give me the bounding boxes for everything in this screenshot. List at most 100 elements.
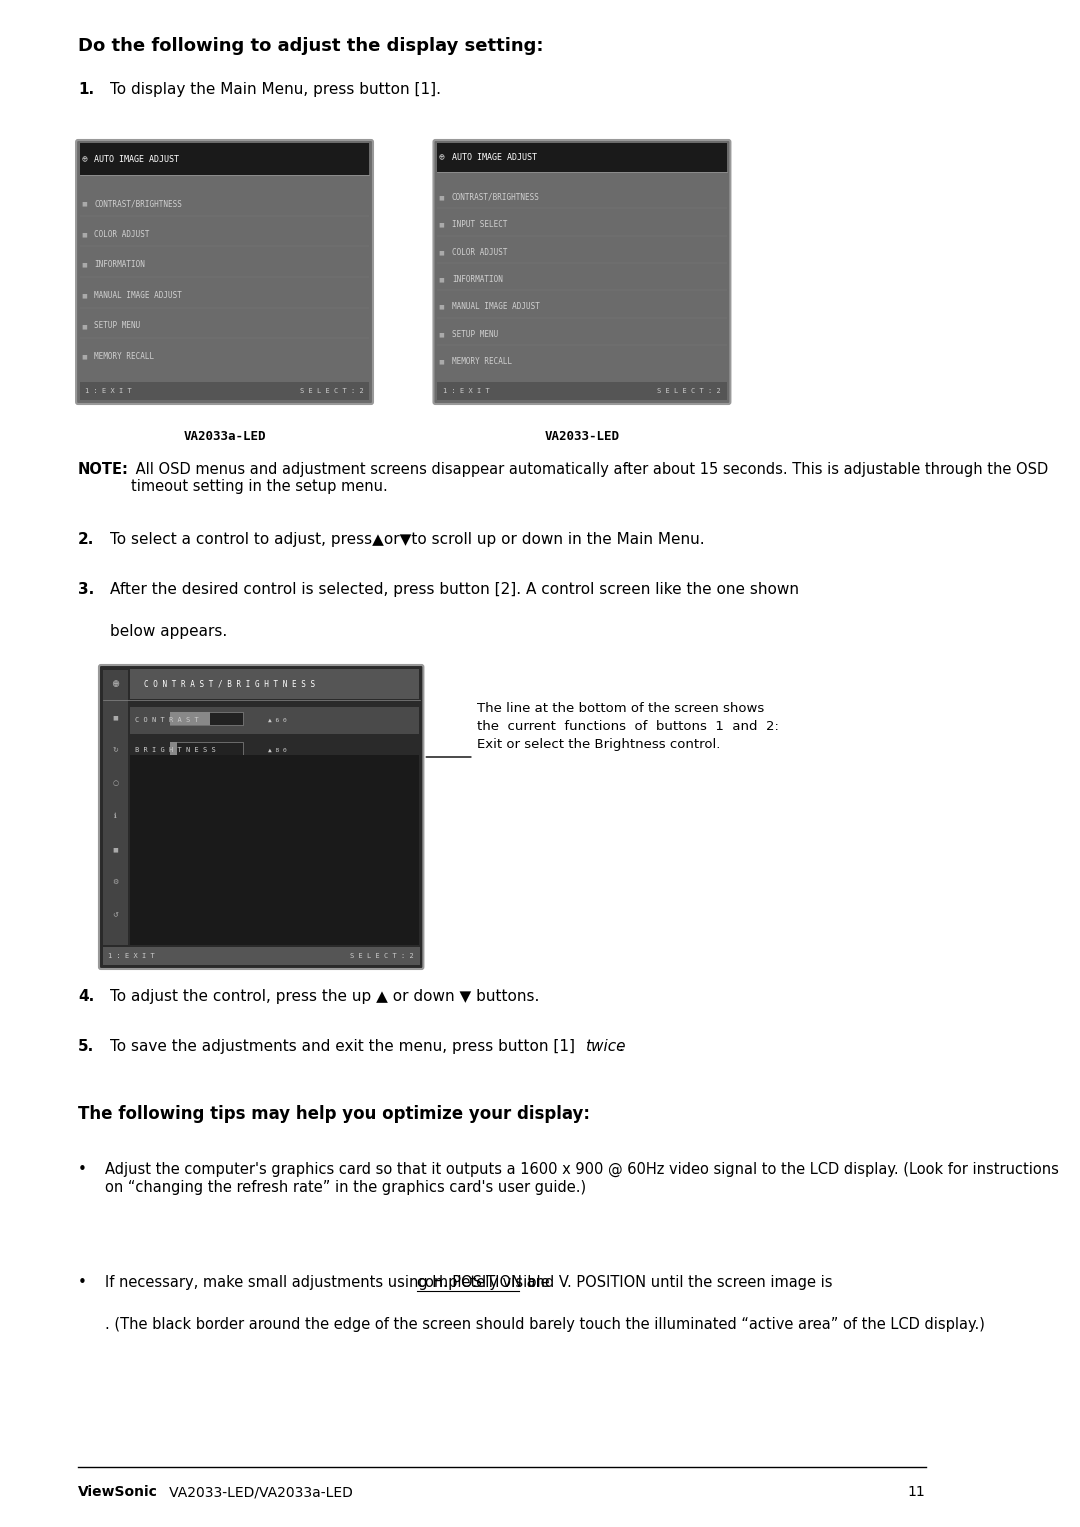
Text: ⊕: ⊕ bbox=[81, 154, 87, 163]
Text: S E L E C T : 2: S E L E C T : 2 bbox=[658, 388, 721, 394]
Text: ◼: ◼ bbox=[81, 200, 87, 206]
Text: CONTRAST/BRIGHTNESS: CONTRAST/BRIGHTNESS bbox=[451, 192, 540, 202]
Bar bbox=[130, 754, 419, 945]
Bar bbox=[130, 707, 419, 734]
Text: ↺: ↺ bbox=[112, 912, 119, 918]
Bar bbox=[437, 322, 727, 345]
Text: SETUP MENU: SETUP MENU bbox=[451, 330, 498, 339]
Bar bbox=[80, 144, 369, 176]
Text: •: • bbox=[78, 1162, 86, 1177]
Bar bbox=[80, 281, 369, 307]
Text: . (The black border around the edge of the screen should barely touch the illumi: . (The black border around the edge of t… bbox=[106, 1316, 985, 1332]
Text: C O N T R A S T: C O N T R A S T bbox=[135, 718, 199, 722]
Bar bbox=[437, 350, 727, 373]
Text: ○: ○ bbox=[112, 780, 119, 786]
Text: Do the following to adjust the display setting:: Do the following to adjust the display s… bbox=[78, 37, 543, 55]
Text: NOTE:: NOTE: bbox=[78, 463, 129, 476]
Text: ◼: ◼ bbox=[81, 231, 87, 237]
Text: 1 : E X I T: 1 : E X I T bbox=[443, 388, 489, 394]
Text: 1 : E X I T: 1 : E X I T bbox=[108, 953, 154, 959]
Text: ⊕: ⊕ bbox=[438, 153, 445, 162]
Bar bbox=[437, 212, 727, 235]
Text: VA2033-LED/VA2033a-LED: VA2033-LED/VA2033a-LED bbox=[156, 1484, 353, 1500]
Text: 3.: 3. bbox=[78, 582, 94, 597]
FancyBboxPatch shape bbox=[99, 664, 423, 970]
Bar bbox=[437, 185, 727, 208]
Text: twice: twice bbox=[584, 1038, 625, 1054]
Text: 5.: 5. bbox=[78, 1038, 94, 1054]
Text: below appears.: below appears. bbox=[110, 625, 227, 638]
Text: If necessary, make small adjustments using H. POSITION and V. POSITION until the: If necessary, make small adjustments usi… bbox=[106, 1275, 837, 1290]
Text: C O N T R A S T / B R I G H T N E S S: C O N T R A S T / B R I G H T N E S S bbox=[144, 680, 315, 689]
Bar bbox=[437, 267, 727, 290]
Bar bbox=[103, 947, 420, 965]
Bar bbox=[437, 240, 727, 263]
Text: After the desired control is selected, press button [2]. A control screen like t: After the desired control is selected, p… bbox=[110, 582, 799, 597]
Text: MEMORY RECALL: MEMORY RECALL bbox=[451, 357, 512, 366]
Bar bbox=[80, 189, 369, 215]
Text: ◼: ◼ bbox=[81, 354, 87, 359]
Text: ▲ 8 0: ▲ 8 0 bbox=[268, 748, 286, 753]
Bar bbox=[80, 250, 369, 276]
Text: ℹ: ℹ bbox=[114, 812, 117, 818]
Text: 1 : E X I T: 1 : E X I T bbox=[85, 388, 132, 394]
Text: .: . bbox=[619, 1038, 623, 1054]
Text: The following tips may help you optimize your display:: The following tips may help you optimize… bbox=[78, 1106, 590, 1122]
Text: ⊕: ⊕ bbox=[111, 680, 120, 689]
Text: MEMORY RECALL: MEMORY RECALL bbox=[94, 353, 154, 360]
Text: ◼: ◼ bbox=[112, 846, 119, 852]
Bar bbox=[437, 144, 727, 171]
Bar bbox=[80, 382, 369, 400]
Text: Adjust the computer's graphics card so that it outputs a 1600 x 900 @ 60Hz video: Adjust the computer's graphics card so t… bbox=[106, 1162, 1059, 1194]
Bar bbox=[170, 712, 243, 725]
Text: ◼: ◼ bbox=[438, 194, 445, 200]
Text: AUTO IMAGE ADJUST: AUTO IMAGE ADJUST bbox=[451, 153, 537, 162]
Bar bbox=[103, 670, 129, 945]
Text: 11: 11 bbox=[908, 1484, 926, 1500]
Text: ◼: ◼ bbox=[438, 249, 445, 255]
Bar bbox=[170, 742, 177, 754]
Text: INPUT SELECT: INPUT SELECT bbox=[451, 220, 508, 229]
Text: To select a control to adjust, press▲or▼to scroll up or down in the Main Menu.: To select a control to adjust, press▲or▼… bbox=[110, 531, 704, 547]
Text: ◼: ◼ bbox=[438, 304, 445, 310]
Text: ⚙: ⚙ bbox=[112, 880, 119, 886]
Text: completely visible: completely visible bbox=[417, 1275, 549, 1290]
Text: ◼: ◼ bbox=[438, 276, 445, 282]
Text: S E L E C T : 2: S E L E C T : 2 bbox=[351, 953, 415, 959]
Text: B R I G H T N E S S: B R I G H T N E S S bbox=[135, 747, 216, 753]
Text: VA2033-LED: VA2033-LED bbox=[544, 431, 620, 443]
Bar bbox=[80, 344, 369, 370]
Text: COLOR ADJUST: COLOR ADJUST bbox=[451, 247, 508, 257]
Text: INFORMATION: INFORMATION bbox=[94, 260, 146, 269]
Text: ◼: ◼ bbox=[81, 292, 87, 298]
Text: SETUP MENU: SETUP MENU bbox=[94, 322, 140, 330]
Text: To save the adjustments and exit the menu, press button [1]: To save the adjustments and exit the men… bbox=[110, 1038, 580, 1054]
Text: To adjust the control, press the up ▲ or down ▼ buttons.: To adjust the control, press the up ▲ or… bbox=[110, 989, 539, 1003]
Text: ◼: ◼ bbox=[438, 331, 445, 337]
Text: VA2033a-LED: VA2033a-LED bbox=[184, 431, 266, 443]
Text: The line at the bottom of the screen shows
the  current  functions  of  buttons : The line at the bottom of the screen sho… bbox=[476, 702, 779, 751]
Text: S E L E C T : 2: S E L E C T : 2 bbox=[300, 388, 364, 394]
Text: ◼: ◼ bbox=[438, 359, 445, 365]
FancyBboxPatch shape bbox=[433, 140, 730, 405]
Bar bbox=[437, 382, 727, 400]
Text: 4.: 4. bbox=[78, 989, 94, 1003]
Text: 1.: 1. bbox=[78, 82, 94, 98]
Text: ↻: ↻ bbox=[112, 747, 119, 753]
Text: To display the Main Menu, press button [1].: To display the Main Menu, press button [… bbox=[110, 82, 441, 98]
Text: All OSD menus and adjustment screens disappear automatically after about 15 seco: All OSD menus and adjustment screens dis… bbox=[131, 463, 1049, 495]
Bar bbox=[170, 712, 210, 725]
Text: 2.: 2. bbox=[78, 531, 94, 547]
Text: CONTRAST/BRIGHTNESS: CONTRAST/BRIGHTNESS bbox=[94, 199, 183, 208]
Text: ◼: ◼ bbox=[81, 261, 87, 267]
Bar bbox=[170, 742, 243, 754]
Bar bbox=[80, 220, 369, 246]
Text: ViewSonic: ViewSonic bbox=[78, 1484, 158, 1500]
Bar bbox=[437, 295, 727, 318]
Text: INFORMATION: INFORMATION bbox=[451, 275, 502, 284]
Text: ⊕: ⊕ bbox=[112, 681, 119, 687]
Text: MANUAL IMAGE ADJUST: MANUAL IMAGE ADJUST bbox=[94, 292, 183, 299]
Text: MANUAL IMAGE ADJUST: MANUAL IMAGE ADJUST bbox=[451, 302, 540, 312]
Text: COLOR ADJUST: COLOR ADJUST bbox=[94, 229, 150, 238]
Text: ◼: ◼ bbox=[81, 324, 87, 328]
